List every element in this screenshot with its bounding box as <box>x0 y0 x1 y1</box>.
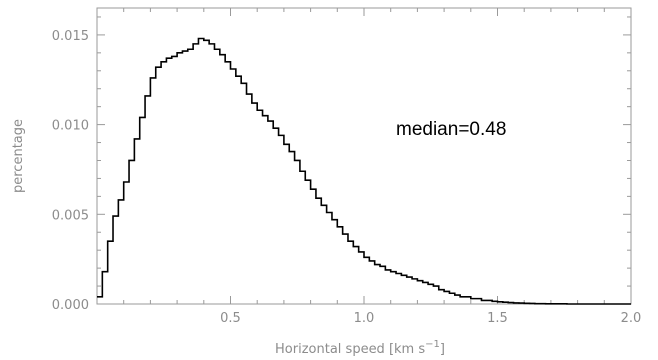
y-tick-label: 0.005 <box>52 208 89 223</box>
y-tick-label: 0.015 <box>52 29 89 44</box>
histogram-step-line <box>97 37 631 305</box>
x-axis-title-exponent: −1 <box>425 339 440 350</box>
x-axis-title-suffix: ] <box>440 342 445 357</box>
x-tick-label: 1.5 <box>487 311 508 326</box>
y-tick-label: 0.000 <box>52 298 89 313</box>
x-tick-label: 1.0 <box>354 311 375 326</box>
y-tick-label: 0.010 <box>52 119 89 134</box>
x-tick-label: 2.0 <box>621 311 642 326</box>
x-axis-ticks: 0.5 1.0 1.5 2.0 <box>123 8 642 326</box>
median-annotation: median=0.48 <box>396 119 506 140</box>
y-axis-ticks: 0.000 0.005 0.010 0.015 <box>52 16 631 313</box>
y-axis-title: percentage <box>11 119 26 193</box>
x-axis-title: Horizontal speed [km s−1] <box>275 339 445 357</box>
x-tick-label: 0.5 <box>220 311 241 326</box>
x-axis-title-main: Horizontal speed [km s <box>275 342 425 357</box>
